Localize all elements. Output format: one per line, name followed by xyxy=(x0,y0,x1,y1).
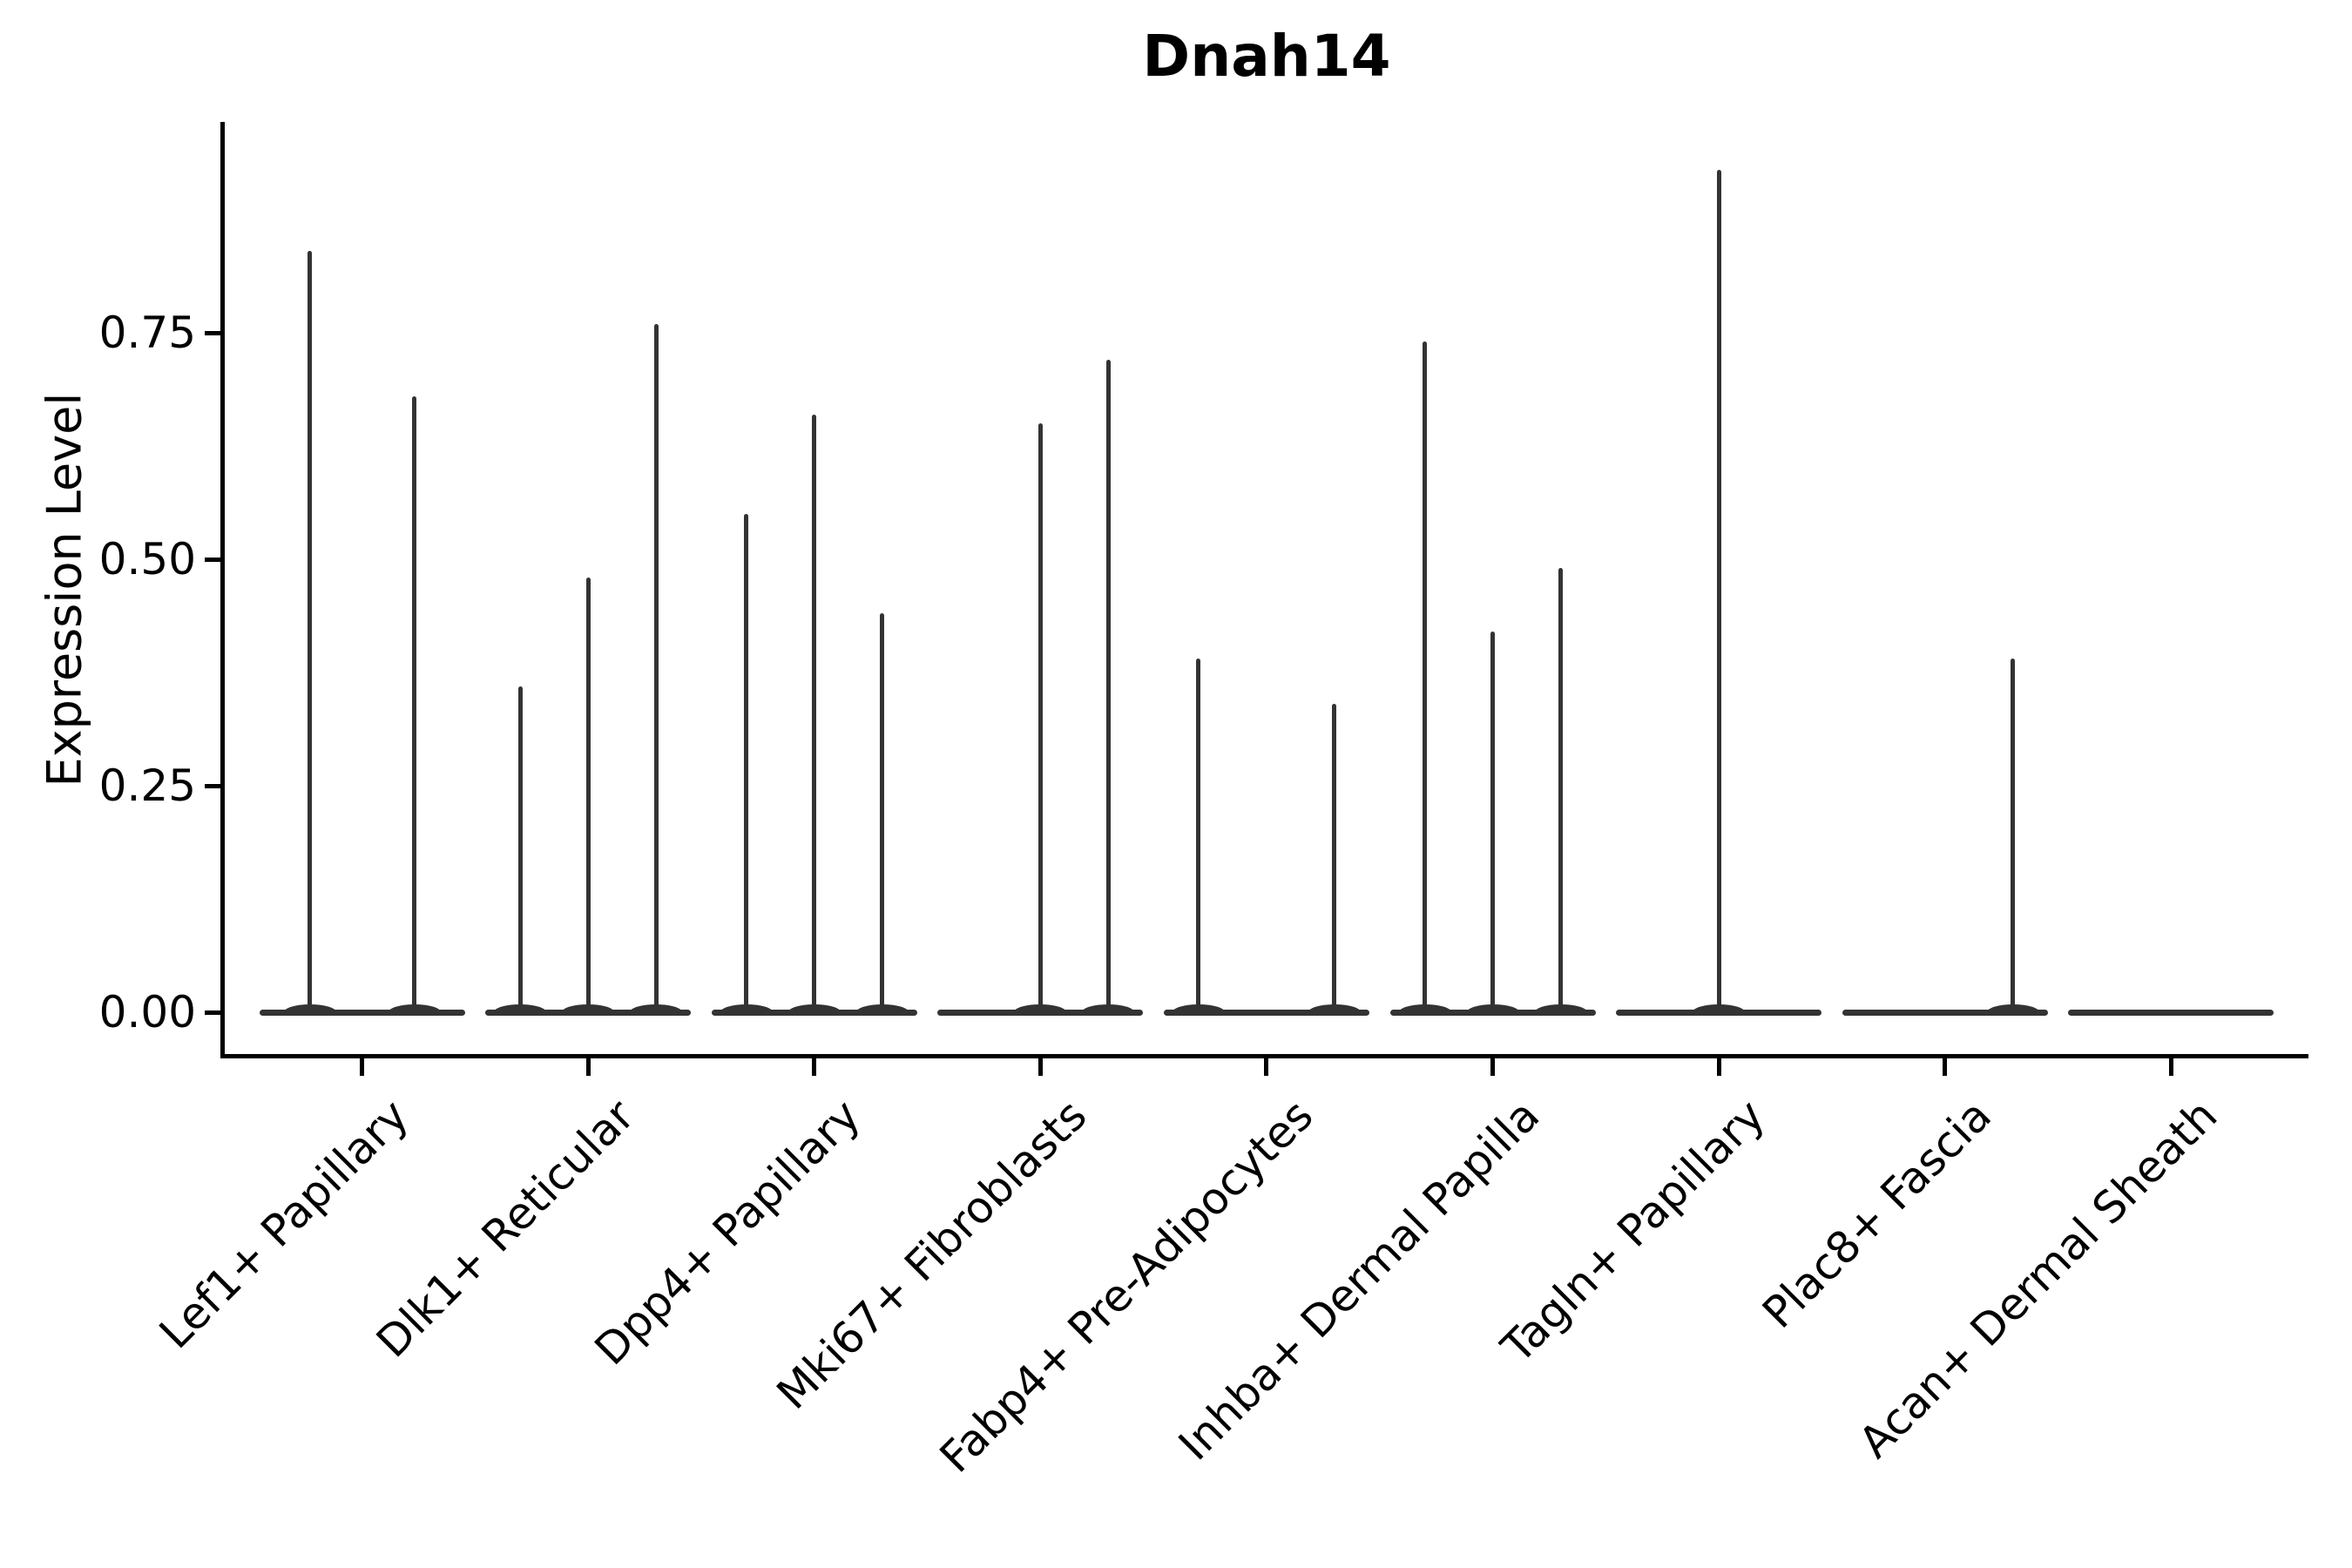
violin-baseline xyxy=(1163,1009,1369,1016)
violin-baseline xyxy=(259,1009,465,1016)
violin-baseline xyxy=(711,1009,917,1016)
violin-baseline xyxy=(1842,1009,2048,1016)
violin-spike xyxy=(585,577,591,1012)
violin-baseline xyxy=(2068,1009,2274,1016)
y-tick-label: 0.25 xyxy=(98,760,196,811)
y-tick xyxy=(205,783,220,788)
plot-area: Dnah14 0.00 0.25 0.50 0.75 Lef1+ Papillary Dl… xyxy=(99,28,2308,1483)
y-tick xyxy=(205,557,220,562)
x-tick xyxy=(1037,1058,1043,1076)
violin-baseline xyxy=(1389,1009,1596,1016)
x-tick xyxy=(1943,1058,1948,1076)
violin-spike xyxy=(812,414,817,1012)
violin-spike xyxy=(880,613,885,1012)
violin-baseline xyxy=(937,1009,1144,1016)
violin-spike xyxy=(517,686,523,1012)
x-tick-label: Fabp4+ Pre-Adipocytes xyxy=(929,1090,1323,1483)
x-tick-label: Lef1+ Papillary xyxy=(149,1090,418,1359)
violin-spike xyxy=(1196,659,1201,1012)
y-tick xyxy=(205,330,220,335)
violin-spike xyxy=(1423,341,1427,1012)
x-axis-spine xyxy=(220,1054,2308,1058)
x-tick xyxy=(585,1058,591,1076)
violin-spike xyxy=(653,323,659,1012)
x-tick xyxy=(812,1058,817,1076)
violin-spike xyxy=(412,395,416,1012)
violin-baseline xyxy=(485,1009,692,1016)
chart-title: Dnah14 xyxy=(1142,23,1391,90)
violin-spike xyxy=(1558,568,1563,1012)
violin-baseline xyxy=(1616,1009,1822,1016)
y-tick xyxy=(205,1010,220,1015)
violin-spike xyxy=(2011,659,2016,1012)
violin-spike xyxy=(1332,704,1337,1012)
x-tick xyxy=(2168,1058,2173,1076)
y-axis-spine xyxy=(220,122,225,1058)
y-tick-label: 0.50 xyxy=(98,534,196,585)
x-tick xyxy=(1490,1058,1495,1076)
violin-spike xyxy=(1105,360,1111,1012)
x-tick xyxy=(1716,1058,1721,1076)
x-tick xyxy=(360,1058,364,1076)
x-tick xyxy=(1264,1058,1269,1076)
violin-spike xyxy=(1716,169,1721,1012)
y-axis-label: Expression Level xyxy=(37,392,92,787)
x-tick-label: Inhba+ Dermal Papilla xyxy=(1168,1090,1549,1470)
y-tick-label: 0.00 xyxy=(98,987,196,1037)
violin-spike xyxy=(308,251,312,1012)
y-tick-label: 0.75 xyxy=(98,308,196,358)
x-tick-label: Plac8+ Fascia xyxy=(1753,1090,2001,1339)
violin-spike xyxy=(1490,632,1495,1012)
violin-spike xyxy=(1037,423,1043,1012)
violin-spike xyxy=(744,514,749,1012)
